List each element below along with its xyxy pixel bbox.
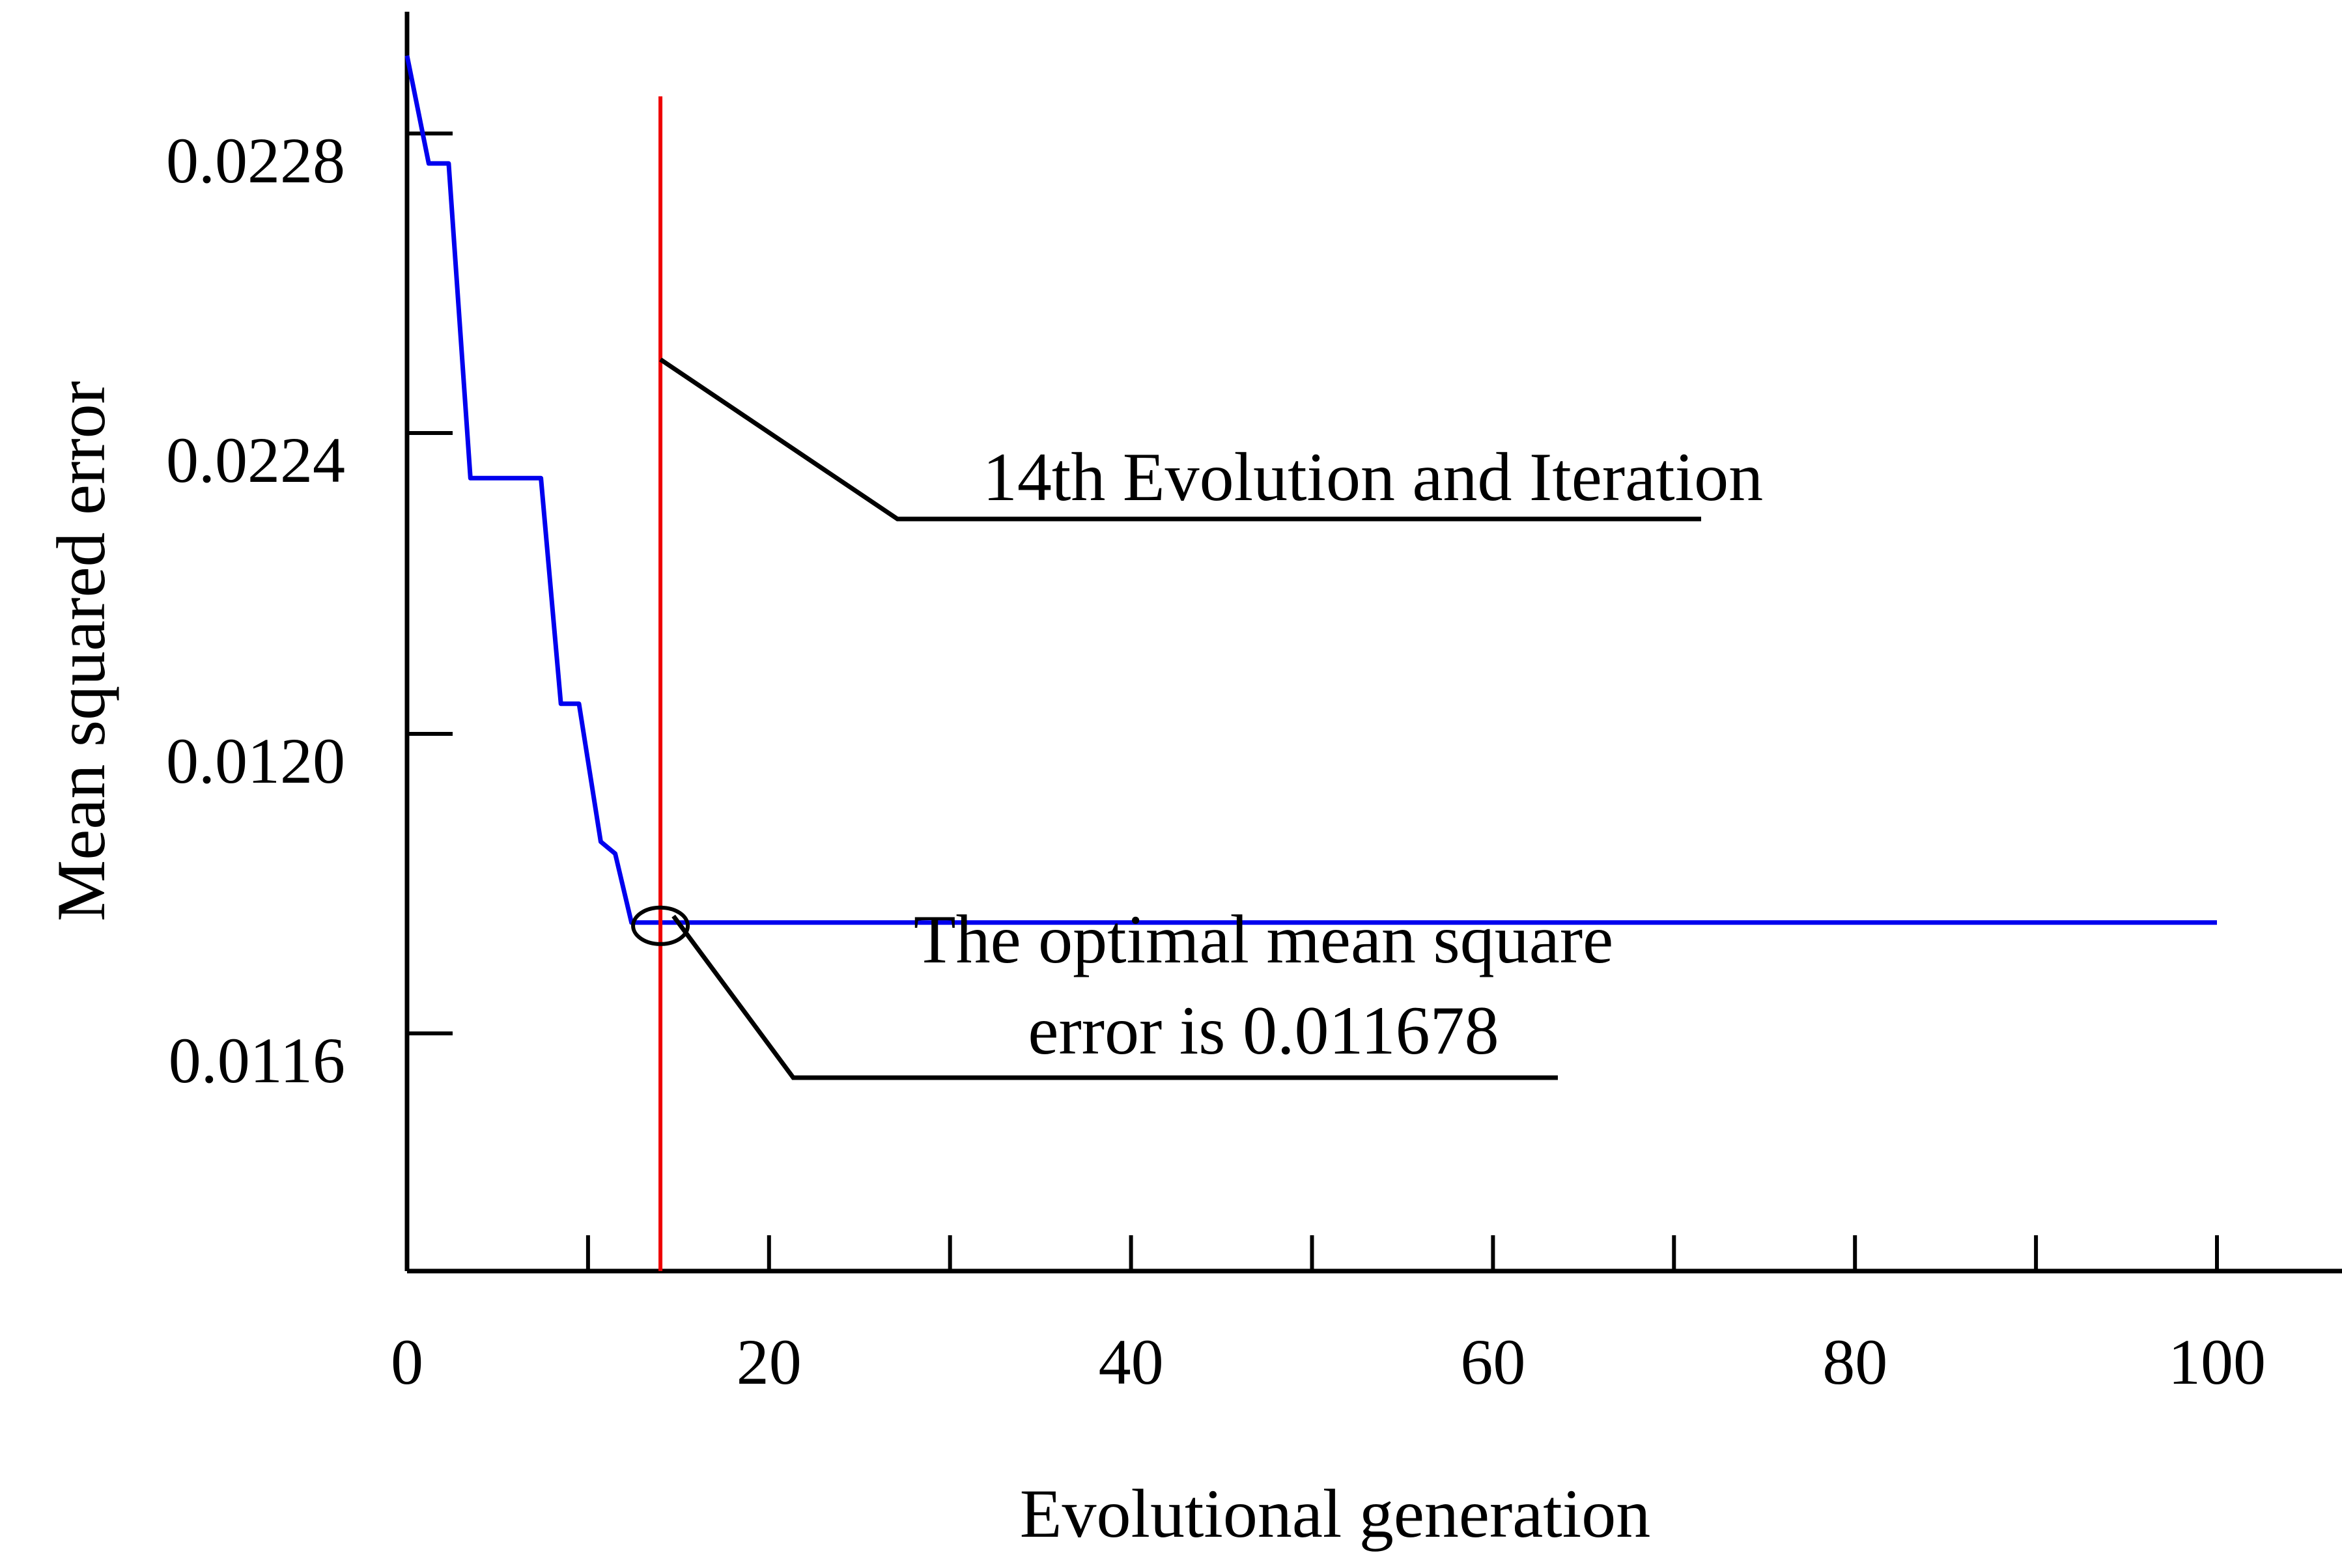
annotation-2-text: error is 0.011678 [1028, 992, 1499, 1069]
y-tick-label: 0.0228 [166, 124, 345, 197]
annotation-1-text: 14th Evolution and Iteration [983, 439, 1763, 515]
y-axis-label: Mean squared error [43, 381, 119, 921]
x-tick-label: 60 [1460, 1326, 1525, 1398]
x-tick-label: 80 [1822, 1326, 1887, 1398]
series-line [404, 55, 2217, 925]
y-tick-label: 0.0224 [166, 424, 345, 496]
annotations: 14th Evolution and Iteration The optimal … [659, 357, 1763, 1080]
x-tick-label: 20 [737, 1326, 802, 1398]
annotation-leader-2 [671, 914, 1558, 1080]
series-layer [404, 55, 2217, 1271]
x-tick-label: 40 [1099, 1326, 1164, 1398]
y-tick-label: 0.0120 [166, 725, 345, 797]
axes [404, 12, 2342, 1274]
optimum-circle [631, 905, 690, 946]
x-axis-label: Evolutional generation [1020, 1476, 1650, 1552]
annotation-leader-1 [659, 357, 1701, 522]
y-axis-ticks: 0.0228 0.0224 0.0120 0.0116 [166, 124, 453, 1097]
x-tick-label: 0 [391, 1326, 423, 1398]
annotation-2-text: The optimal mean square [914, 901, 1613, 977]
y-tick-label: 0.0116 [169, 1024, 345, 1097]
x-axis-ticks: 0 20 40 60 80 100 [391, 1235, 2266, 1398]
x-tick-label: 100 [2168, 1326, 2266, 1398]
